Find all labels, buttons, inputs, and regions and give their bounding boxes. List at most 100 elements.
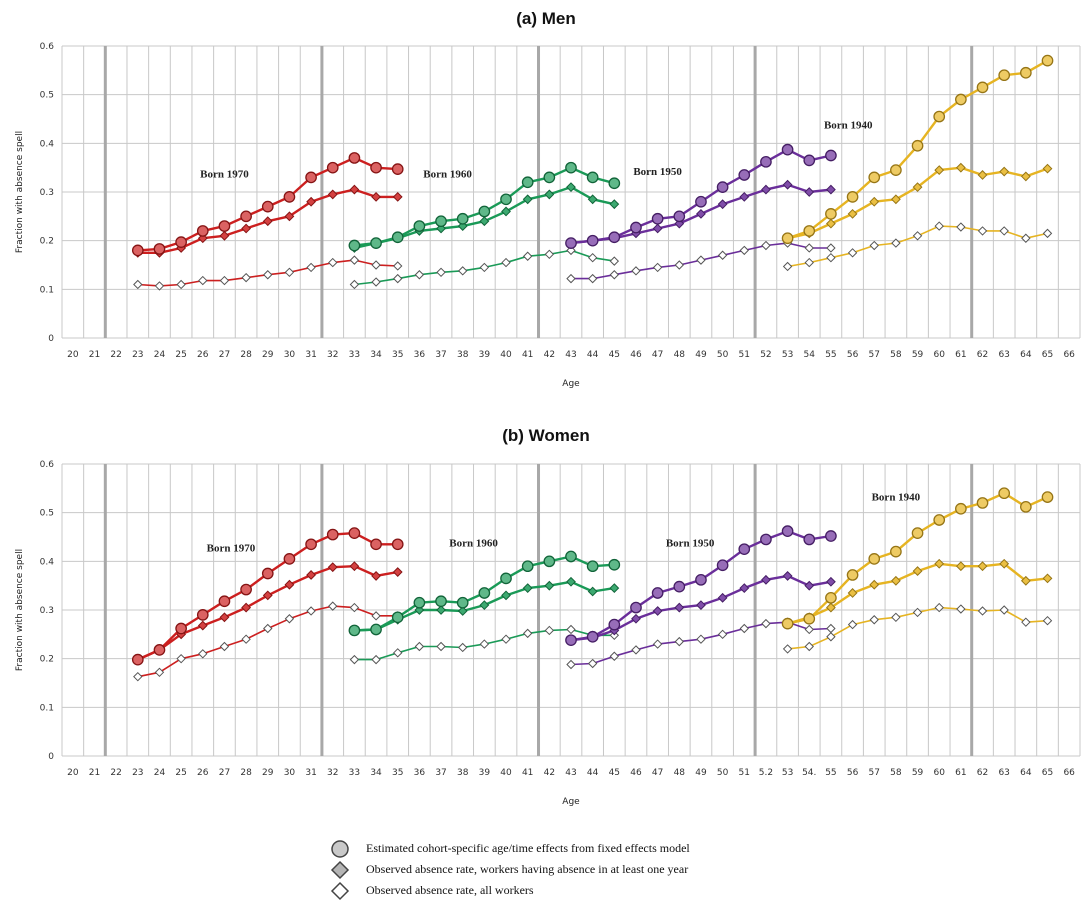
x-tick-label: 48	[674, 768, 686, 778]
having-point	[826, 602, 836, 613]
all-point	[934, 602, 944, 613]
fe-point	[391, 231, 404, 244]
fe-point	[521, 560, 534, 573]
y-tick-label: 0.5	[40, 91, 54, 101]
fe-point	[175, 236, 187, 248]
fe-point	[348, 152, 361, 164]
having-point	[522, 194, 533, 205]
x-tick-label: 60	[933, 350, 945, 360]
fe-point	[803, 225, 816, 237]
fe-point	[760, 155, 772, 168]
having-point	[1020, 171, 1031, 182]
cohort-annotation: Born 1970	[207, 543, 256, 555]
cohort-annotation: Born 1950	[633, 166, 682, 178]
x-tick-label: 24	[154, 768, 166, 778]
all-point	[457, 266, 468, 276]
all-point	[1042, 615, 1053, 626]
all-point	[544, 625, 555, 636]
x-tick-label: 33	[349, 768, 360, 778]
having-point	[652, 606, 663, 616]
fe-point	[348, 527, 361, 539]
series-1950-fe	[565, 143, 837, 249]
all-point	[782, 261, 793, 272]
having-point	[501, 206, 511, 217]
fe-point	[630, 601, 642, 614]
x-tick-label: 39	[479, 350, 491, 360]
x-tick-label: 66	[1063, 350, 1075, 360]
fe-point	[283, 553, 296, 565]
x-tick-label: 57	[869, 350, 880, 360]
x-tick-label: 64	[1020, 350, 1032, 360]
y-tick-label: 0.2	[40, 237, 54, 247]
legend-diamond-filled-marker	[330, 860, 350, 879]
x-tick-label: 28	[240, 768, 252, 778]
legend-item-all: Observed absence rate, all workers	[326, 880, 886, 901]
all-point	[154, 667, 165, 678]
having-point	[977, 561, 988, 572]
fe-point	[695, 195, 707, 208]
having-point	[804, 580, 815, 591]
x-tick-label: 41	[522, 350, 533, 360]
all-point	[176, 653, 186, 664]
fe-point	[370, 237, 382, 249]
men-panel-title: (a) Men	[516, 9, 576, 28]
x-tick-label: 37	[435, 350, 446, 360]
having-point	[999, 558, 1010, 569]
all-point	[436, 641, 446, 652]
y-tick-label: 0.2	[40, 655, 54, 665]
fe-point	[846, 569, 859, 581]
x-tick-label: 25	[175, 350, 186, 360]
legend-diamond-open-marker	[330, 881, 350, 900]
having-point	[869, 196, 880, 207]
fe-point	[608, 618, 621, 631]
x-tick-label: 62	[977, 768, 988, 778]
having-point	[436, 605, 446, 615]
all-point	[587, 252, 598, 263]
all-point	[739, 245, 749, 256]
x-tick-label: 23	[132, 350, 143, 360]
having-point	[977, 170, 988, 180]
having-point	[609, 583, 620, 594]
all-point	[956, 604, 966, 614]
fe-point	[673, 580, 686, 593]
fe-point	[153, 243, 166, 255]
fe-point	[716, 181, 729, 193]
x-tick-label: 62	[977, 350, 988, 360]
having-point	[479, 600, 490, 611]
having-point	[739, 583, 750, 594]
having-point	[674, 218, 685, 229]
having-point	[912, 566, 923, 576]
having-point	[522, 583, 533, 594]
fe-point	[803, 533, 816, 546]
y-axis-label: Fraction with absence spell	[15, 131, 25, 253]
x-tick-label: 54	[804, 350, 816, 360]
series-1970-all	[133, 601, 403, 682]
having-point	[392, 567, 403, 577]
fe-point	[933, 110, 946, 123]
cohort-annotation: Born 1950	[666, 538, 715, 550]
all-point	[393, 261, 403, 271]
x-tick-label: 21	[89, 350, 100, 360]
all-point	[328, 601, 338, 611]
x-tick-label: 43	[565, 350, 576, 360]
x-tick-label: 63	[998, 768, 1009, 778]
x-tick-label: 49	[695, 768, 707, 778]
fe-point	[478, 205, 491, 218]
all-point	[241, 634, 251, 644]
series-1940-having	[782, 162, 1053, 244]
fe-point	[153, 644, 166, 656]
all-point	[328, 257, 338, 268]
all-point	[349, 654, 360, 665]
x-tick-label: 34	[370, 350, 382, 360]
having-point	[327, 189, 338, 200]
legend-label-fe: Estimated cohort-specific age/time effec…	[366, 841, 690, 855]
all-point	[263, 270, 273, 280]
fe-point	[825, 591, 837, 604]
x-tick-label: 53	[782, 768, 793, 778]
having-point	[262, 216, 273, 227]
y-tick-label: 0.4	[40, 557, 55, 567]
having-point	[847, 588, 858, 598]
fe-point	[781, 617, 794, 630]
y-tick-label: 0.6	[40, 42, 55, 52]
